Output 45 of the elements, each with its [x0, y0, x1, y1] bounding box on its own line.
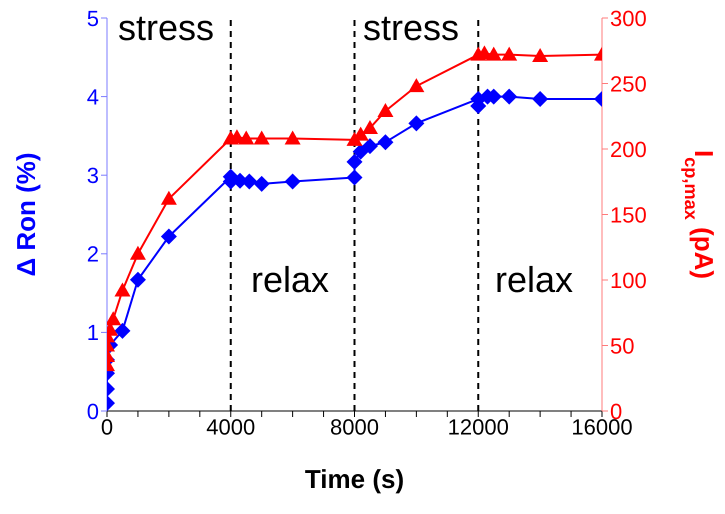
y2-tick-label: 300: [610, 6, 647, 31]
point: [160, 190, 177, 205]
y2-tick-label: 200: [610, 136, 647, 162]
x-axis-title: Time (s): [304, 464, 404, 494]
point: [501, 46, 518, 61]
y-axis-title: Δ Ron (%): [11, 152, 42, 277]
x-tick-label: 4000: [206, 414, 256, 440]
point: [284, 173, 301, 190]
point: [377, 134, 394, 150]
y-tick-label: 5: [86, 6, 99, 31]
point: [501, 88, 518, 105]
point: [532, 48, 548, 62]
point: [130, 246, 146, 260]
point: [238, 130, 254, 145]
y2-tick-label: 50: [610, 333, 634, 358]
y-tick-label: 1: [86, 320, 99, 346]
point: [254, 130, 270, 145]
point: [408, 78, 424, 92]
y2-tick-label: 100: [610, 268, 647, 293]
point: [362, 120, 378, 134]
y-tick-label: 0: [86, 398, 99, 424]
point: [408, 115, 424, 132]
x-tick-label: 12000: [448, 414, 509, 440]
point: [114, 282, 130, 296]
point: [130, 272, 146, 288]
point: [486, 46, 502, 61]
point: [160, 228, 177, 245]
annotation: relax: [251, 259, 330, 300]
y-tick-label: 2: [86, 242, 99, 267]
point: [114, 322, 130, 339]
point: [346, 170, 362, 186]
y2-tick-label: 250: [610, 71, 647, 96]
point: [254, 176, 270, 192]
annotation: stress: [118, 7, 214, 48]
x-tick-label: 8000: [330, 414, 379, 440]
point: [377, 103, 394, 118]
annotation: stress: [363, 7, 460, 48]
point: [346, 154, 362, 170]
annotation: relax: [495, 259, 574, 300]
point: [362, 138, 378, 154]
y-tick-label: 3: [86, 163, 99, 188]
y2-tick-label: 150: [610, 202, 647, 228]
point: [532, 90, 548, 107]
point: [284, 130, 301, 145]
y-tick-label: 4: [86, 84, 99, 110]
